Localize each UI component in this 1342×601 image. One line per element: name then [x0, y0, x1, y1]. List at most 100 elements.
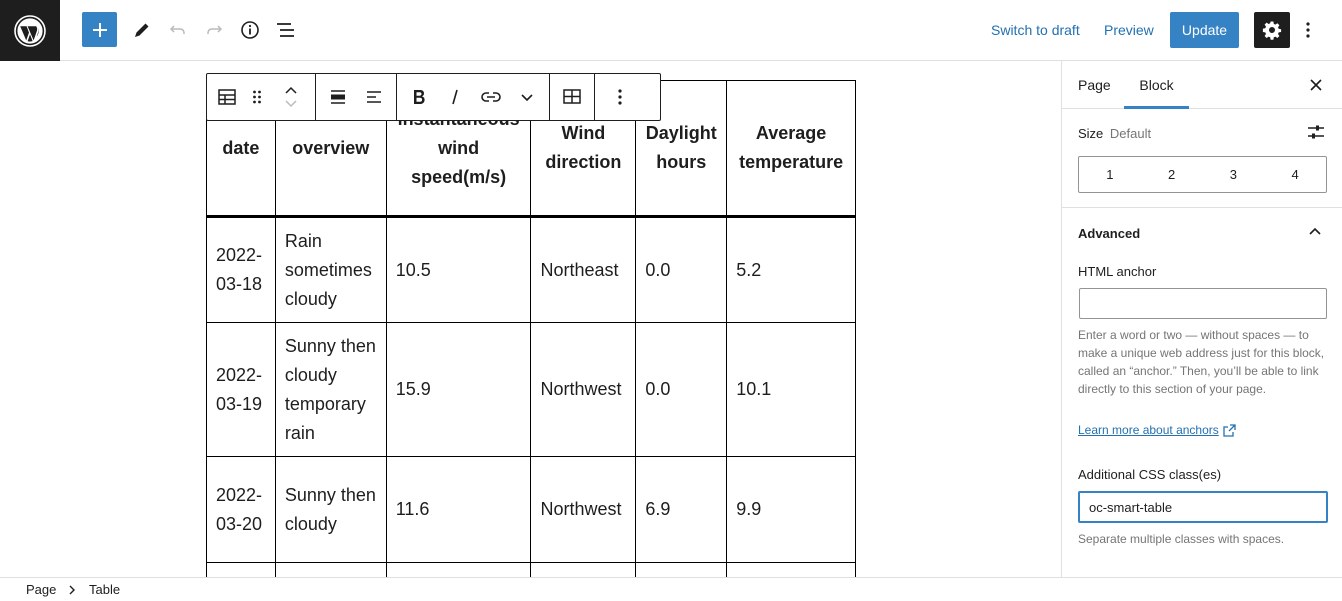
undo-button[interactable] — [160, 12, 196, 48]
table-cell[interactable]: Rain sometimes cloudy — [274, 216, 387, 323]
table-cell[interactable]: 2022-03-20 — [206, 456, 276, 563]
table-block[interactable]: date overview instantaneous wind speed(m… — [206, 80, 856, 578]
move-up-icon[interactable] — [284, 86, 298, 94]
size-option-4[interactable]: 4 — [1291, 167, 1299, 182]
redo-button[interactable] — [196, 12, 232, 48]
tab-page[interactable]: Page — [1078, 77, 1111, 93]
block-toolbar-group-1 — [207, 74, 316, 120]
link-button[interactable] — [473, 79, 509, 115]
pencil-icon — [135, 23, 149, 37]
table-cell[interactable]: 0.0 — [635, 322, 728, 457]
chevron-up-icon — [1309, 227, 1321, 235]
block-options-button[interactable] — [599, 79, 641, 115]
block-toolbar-group-2 — [316, 74, 397, 120]
table-cell[interactable]: 6.9 — [635, 456, 728, 563]
size-label-row: Size Default — [1078, 126, 1151, 141]
table-cell[interactable] — [206, 562, 276, 578]
table-cell[interactable]: 5.2 — [726, 216, 856, 323]
breadcrumb-page[interactable]: Page — [26, 582, 57, 597]
table-edit-icon — [563, 89, 581, 104]
table-row: 2022-03-19 Sunny then cloudy temporary r… — [206, 322, 856, 457]
align-wide-button[interactable] — [320, 79, 356, 115]
sidebar-tabs: Page Block — [1062, 61, 1342, 109]
close-sidebar-button[interactable] — [1306, 75, 1326, 95]
close-icon — [1310, 79, 1322, 91]
table-cell[interactable]: 10.5 — [385, 216, 532, 323]
table-cell[interactable]: Northwest — [530, 322, 637, 457]
bold-icon — [414, 90, 425, 104]
preview-button[interactable]: Preview — [1104, 22, 1154, 38]
size-option-3[interactable]: 3 — [1229, 167, 1237, 182]
table-cell[interactable]: 2022-03-19 — [206, 322, 276, 457]
editor-canvas: date overview instantaneous wind speed(m… — [0, 61, 1061, 578]
link-icon — [481, 92, 501, 102]
chevron-right-icon — [69, 585, 75, 595]
wordpress-logo-icon — [14, 14, 46, 47]
align-wide-icon — [331, 90, 345, 104]
size-option-1[interactable]: 1 — [1106, 167, 1114, 182]
tab-block[interactable]: Block — [1124, 61, 1189, 109]
table-cell[interactable]: Sunny then cloudy temporary rain — [274, 322, 387, 457]
table-cell[interactable]: Sunny then cloudy — [274, 456, 387, 563]
table-cell[interactable] — [530, 562, 637, 578]
table-cell[interactable] — [274, 562, 387, 578]
add-block-button[interactable] — [82, 12, 117, 47]
table-cell[interactable] — [635, 562, 728, 578]
html-anchor-label: HTML anchor — [1078, 264, 1157, 279]
sliders-icon — [1308, 125, 1324, 139]
table-cell[interactable]: 15.9 — [385, 322, 532, 457]
panel-divider — [1062, 207, 1342, 208]
breadcrumb-table[interactable]: Table — [89, 582, 121, 597]
drag-handle-button[interactable] — [243, 79, 271, 115]
html-anchor-help: Enter a word or two — without spaces — t… — [1078, 328, 1325, 396]
css-class-input[interactable] — [1078, 491, 1328, 523]
table-cell[interactable]: 2022-03-18 — [206, 216, 276, 323]
update-button[interactable]: Update — [1170, 12, 1239, 48]
italic-icon — [452, 89, 458, 105]
table-cell[interactable]: 9.9 — [726, 456, 856, 563]
move-down-icon[interactable] — [284, 100, 298, 108]
block-toolbar-group-5 — [595, 74, 645, 120]
table-header-cell[interactable]: Average temperature — [726, 80, 856, 218]
more-rich-text-button[interactable] — [509, 79, 545, 115]
settings-sidebar: Page Block Size Default 1 2 3 4 Advanced… — [1061, 61, 1342, 578]
text-align-button[interactable] — [356, 79, 392, 115]
size-custom-button[interactable] — [1305, 122, 1327, 142]
block-toolbar-group-3 — [397, 74, 550, 120]
size-option-2[interactable]: 2 — [1168, 167, 1176, 182]
list-view-button[interactable] — [268, 12, 304, 48]
table-row: 2022-03-18 Rain sometimes cloudy 10.5 No… — [206, 216, 856, 323]
tools-button[interactable] — [124, 12, 160, 48]
table-cell[interactable]: 0.0 — [635, 216, 728, 323]
edit-table-button[interactable] — [554, 79, 590, 115]
options-button[interactable] — [1290, 12, 1326, 48]
table-cell[interactable] — [726, 562, 856, 578]
block-mover — [271, 77, 311, 117]
learn-more-anchors-link[interactable]: Learn more about anchors — [1078, 423, 1236, 437]
learn-more-anchors-label: Learn more about anchors — [1078, 423, 1219, 437]
list-view-icon — [277, 23, 294, 37]
table-cell[interactable] — [385, 562, 532, 578]
block-toolbar-group-4 — [550, 74, 595, 120]
plus-icon — [92, 22, 107, 37]
italic-button[interactable] — [437, 79, 473, 115]
table-cell[interactable]: 11.6 — [385, 456, 532, 563]
table-cell[interactable]: Northwest — [530, 456, 637, 563]
more-vertical-icon — [618, 89, 622, 105]
table-cell[interactable]: Northeast — [530, 216, 637, 323]
settings-button[interactable] — [1254, 12, 1290, 48]
table-cell[interactable]: 10.1 — [726, 322, 856, 457]
advanced-title: Advanced — [1078, 226, 1141, 241]
switch-to-draft-button[interactable]: Switch to draft — [991, 22, 1080, 38]
html-anchor-input[interactable] — [1079, 288, 1327, 319]
bold-button[interactable] — [401, 79, 437, 115]
block-type-button[interactable] — [211, 79, 243, 115]
details-button[interactable] — [232, 12, 268, 48]
drag-handle-icon — [253, 90, 261, 104]
external-link-icon — [1223, 423, 1236, 437]
css-class-help: Separate multiple classes with spaces. — [1078, 532, 1285, 546]
advanced-panel-toggle[interactable]: Advanced — [1062, 208, 1342, 258]
editor-header: Switch to draft Preview Update — [0, 0, 1342, 61]
wordpress-logo-button[interactable] — [0, 0, 60, 61]
block-breadcrumb: Page Table — [0, 577, 1342, 601]
